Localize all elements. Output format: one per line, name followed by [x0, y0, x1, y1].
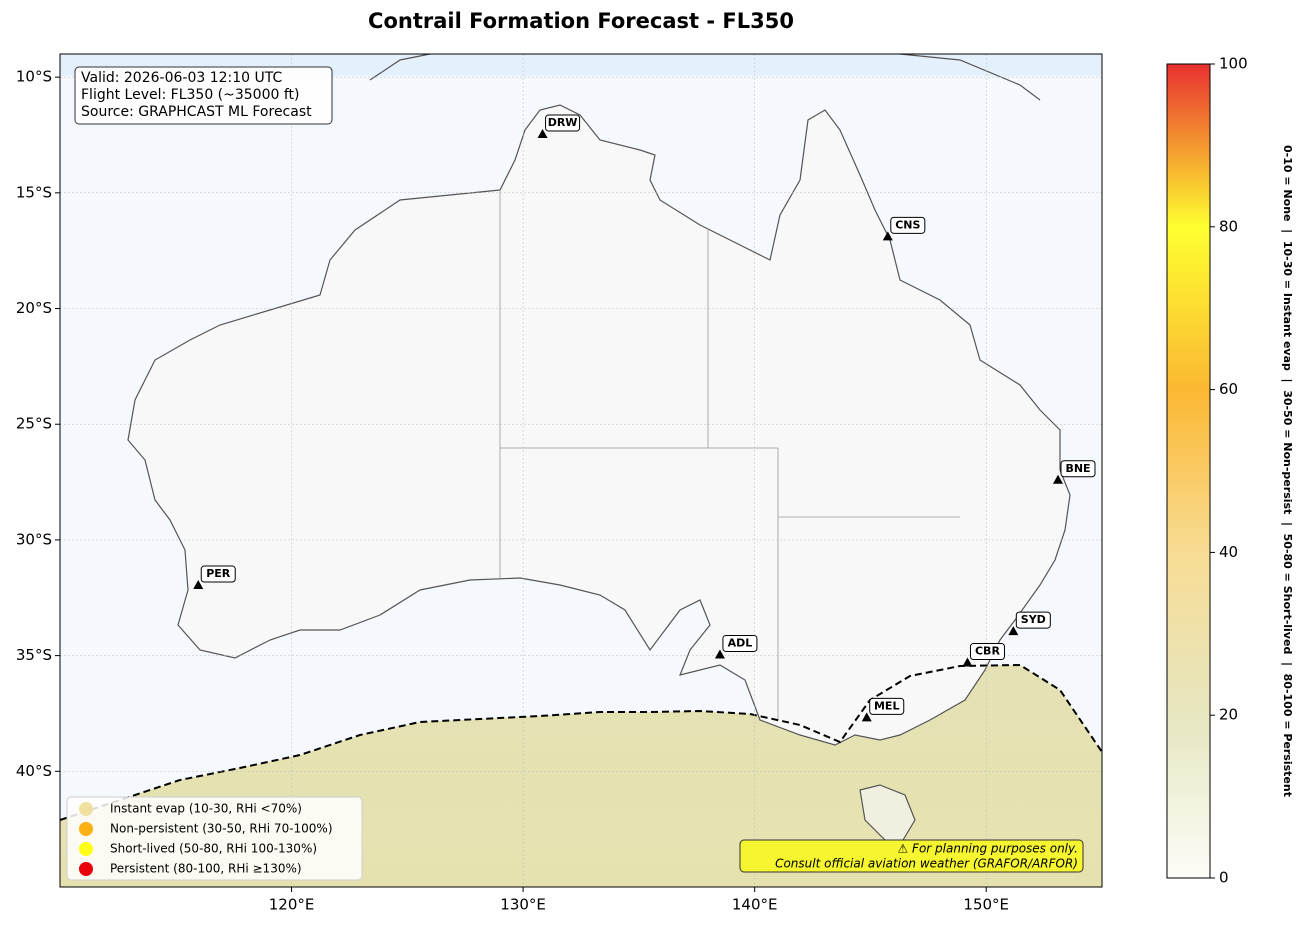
- airport-label-box: [722, 634, 758, 652]
- airport-label-box: [969, 643, 1005, 661]
- airport-label: SYD: [1021, 613, 1046, 626]
- airport-label: DRW: [548, 116, 578, 129]
- airport-marker: [882, 231, 893, 241]
- airport-label-box: [869, 697, 905, 715]
- tasmania: [859, 784, 916, 846]
- colorbar-tick-label: 0: [1219, 869, 1229, 887]
- airport-marker: [193, 580, 204, 590]
- airport-label-box: [890, 216, 926, 234]
- colorbar-tick-label: 60: [1219, 380, 1238, 398]
- legend-box: [66, 796, 363, 881]
- airport-marker: [861, 712, 872, 722]
- colorbar-tick-label: 20: [1219, 706, 1238, 724]
- airport-label: ADL: [728, 636, 753, 649]
- lat-tick-label: 10°S: [16, 68, 52, 86]
- legend-label: Persistent (80-100, RHi ≥130%): [110, 862, 302, 876]
- lat-tick-label: 20°S: [16, 299, 52, 317]
- airport-label-box: [1060, 460, 1096, 478]
- disclaimer: ⚠ For planning purposes only.: [898, 842, 1078, 856]
- disclaimer: Consult official aviation weather (GRAFO…: [775, 857, 1078, 871]
- airport-marker: [537, 129, 548, 139]
- airport-marker: [1053, 474, 1064, 484]
- lon-tick-label: 130°E: [500, 896, 546, 914]
- airport-marker: [962, 657, 973, 667]
- legend-swatch: [79, 842, 93, 856]
- lat-tick-label: 40°S: [16, 762, 52, 780]
- airport-label: MEL: [874, 699, 899, 712]
- lat-tick-label: 25°S: [16, 415, 52, 433]
- lon-tick-label: 140°E: [732, 896, 778, 914]
- colorbar-tick-label: 80: [1219, 217, 1238, 235]
- airport-marker: [1008, 626, 1019, 636]
- lat-tick-label: 15°S: [16, 183, 52, 201]
- info-line: Source: GRAPHCAST ML Forecast: [81, 104, 312, 120]
- colorbar: [1166, 63, 1211, 879]
- airport-label: CBR: [975, 645, 1000, 658]
- legend-label: Instant evap (10-30, RHi <70%): [110, 802, 302, 816]
- legend-label: Non-persistent (30-50, RHi 70-100%): [110, 822, 333, 836]
- coast-north: [369, 53, 1041, 101]
- info-line: Valid: 2026-06-03 12:10 UTC: [81, 70, 282, 86]
- airport-label-box: [545, 114, 581, 132]
- contrail-boundary: [59, 663, 1103, 821]
- colorbar-tick-label: 100: [1219, 55, 1248, 73]
- airport-label-box: [200, 565, 236, 583]
- legend-swatch: [79, 802, 93, 816]
- lon-tick-label: 120°E: [269, 896, 315, 914]
- airport-label-box: [1015, 611, 1051, 629]
- legend-swatch: [79, 822, 93, 836]
- info-box: [74, 66, 333, 125]
- disclaimer-box: [739, 839, 1084, 873]
- colorbar-tick-label: 40: [1219, 543, 1238, 561]
- info-line: Flight Level: FL350 (~35000 ft): [81, 87, 300, 103]
- title: Contrail Formation Forecast - FL350: [368, 9, 794, 33]
- legend-label: Short-lived (50-80, RHi 100-130%): [110, 842, 317, 856]
- lat-tick-label: 35°S: [16, 646, 52, 664]
- legend-swatch: [79, 862, 93, 876]
- airport-marker: [714, 649, 725, 659]
- airport-label: CNS: [895, 218, 920, 231]
- airport-label: PER: [206, 567, 231, 580]
- colorbar-label: 0-10 = None | 10-30 = Instant evap | 30-…: [1281, 145, 1294, 797]
- airport-label: BNE: [1065, 462, 1090, 475]
- lat-tick-label: 30°S: [16, 530, 52, 548]
- lon-tick-label: 150°E: [963, 896, 1009, 914]
- state-borders: [499, 190, 960, 720]
- map-frame: [59, 53, 1103, 888]
